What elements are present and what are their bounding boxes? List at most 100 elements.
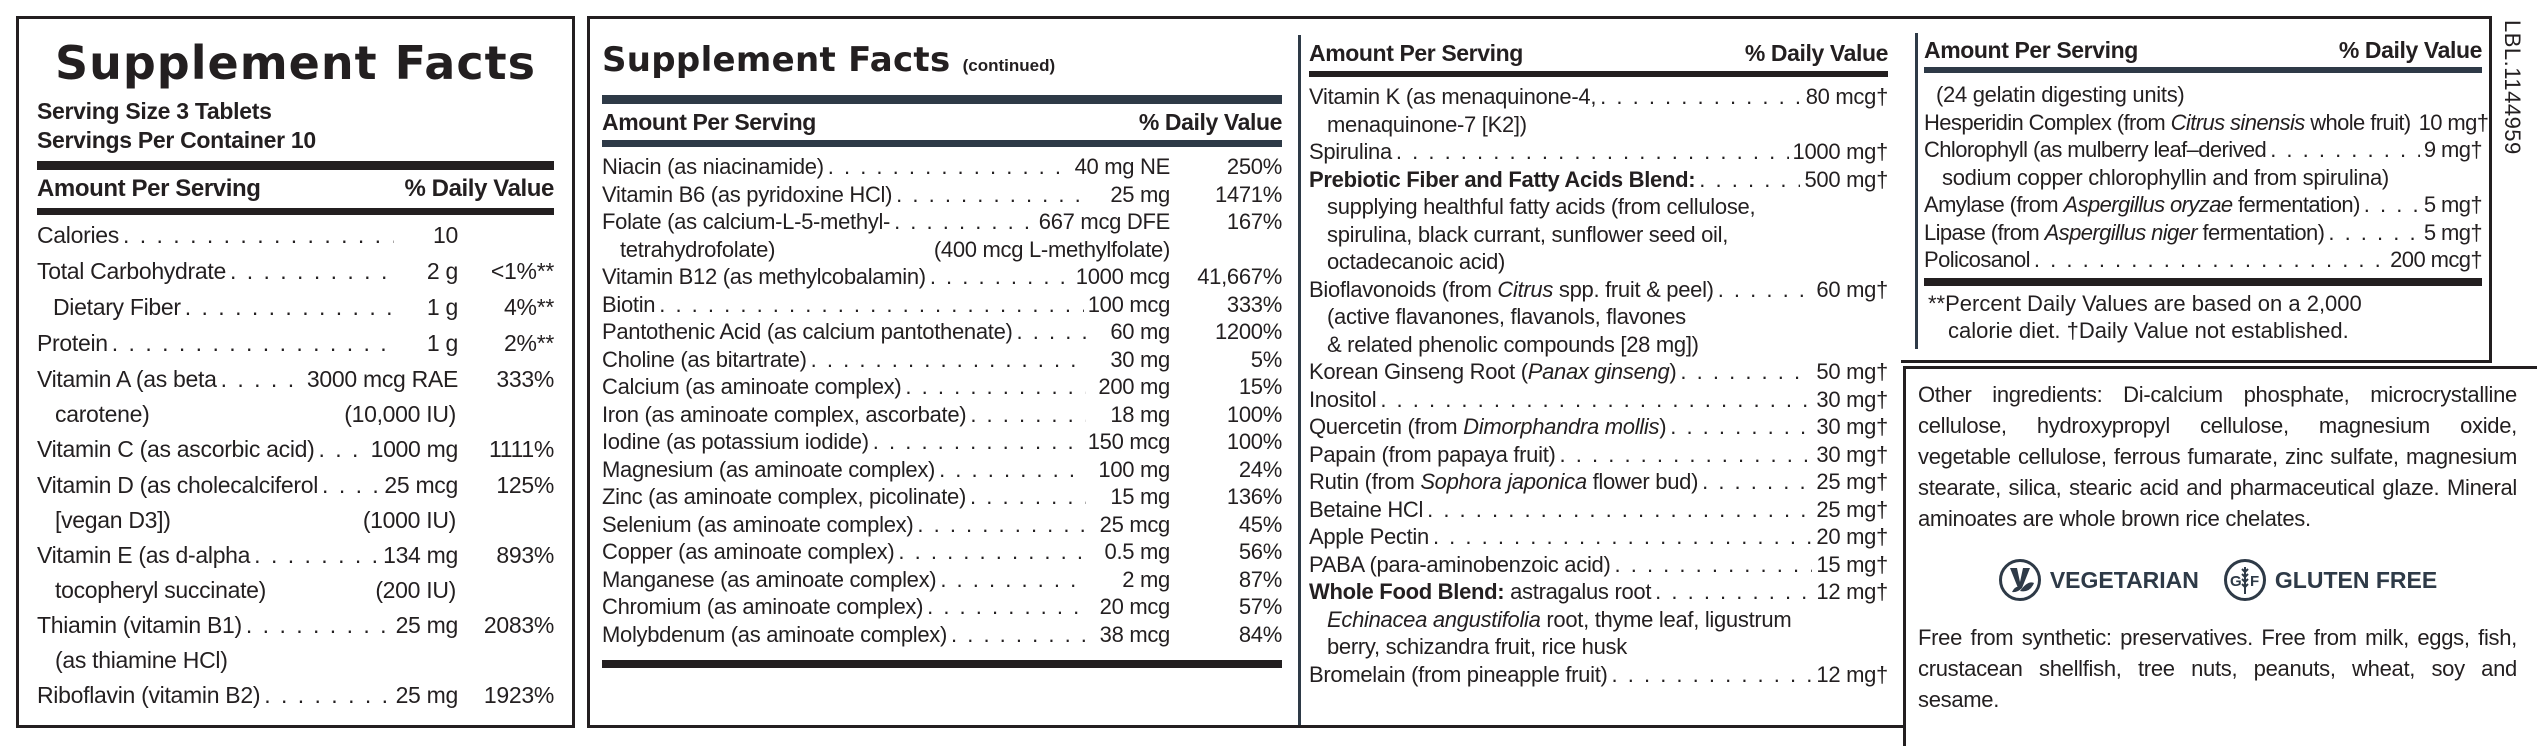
ingredient-name: Inositol — [1309, 386, 1377, 412]
daily-value: 2083% — [483, 612, 554, 638]
nutrient-list: Calories 10 Total Carbohydrate 2 g <1%** Diet… — [37, 217, 554, 713]
continued-label: (continued) — [962, 56, 1056, 75]
nutrient-name: Protein — [37, 330, 108, 356]
ingredient-name: Korean Ginseng Root (Panax ginseng) — [1309, 359, 1677, 384]
nutrient-name: Manganese (as aminoate complex) — [602, 566, 937, 592]
nutrient-amount: 60 mg — [1110, 319, 1170, 344]
leader-dots — [246, 607, 392, 643]
nutrient-row: Selenium (as aminoate complex) 25 mcg 45% — [602, 511, 1282, 539]
nutrient-row: Vitamin A (as beta 3000 mcg RAE 333% — [37, 361, 554, 397]
leader-dots — [2364, 191, 2420, 219]
ingredient-amount: 5 mg† — [2423, 192, 2483, 217]
nutrient-amount: 667 mcg DFE — [1038, 209, 1171, 234]
ingredient-subline: spirulina, black currant, sunflower seed… — [1327, 221, 1729, 247]
leader-dots — [905, 373, 1086, 401]
header-daily-value: % Daily Value — [404, 175, 554, 202]
ingredient-amount: 500 mg† — [1804, 166, 1888, 192]
daily-value: 250% — [1226, 154, 1282, 179]
leader-dots — [230, 253, 394, 289]
ingredient-name: Quercetin (from Dimorphandra mollis) — [1309, 414, 1667, 439]
nutrient-row: Biotin 100 mcg 333% — [602, 291, 1282, 319]
ingredient-name: Lipase (from Aspergillus niger fermentat… — [1924, 219, 2325, 245]
nutrient-amount: 40 mg NE — [1074, 154, 1171, 179]
ingredient-name: Vitamin K (as menaquinone-4, — [1309, 84, 1597, 109]
nutrient-amount: 100 mg — [1098, 456, 1170, 482]
nutrient-amount: 1 g — [426, 330, 458, 356]
leader-dots — [917, 511, 1086, 539]
nutrient-row: Vitamin B12 (as methylcobalamin) 1000 mcg… — [602, 263, 1282, 291]
daily-value: 1111% — [489, 436, 554, 462]
leader-dots — [940, 566, 1086, 594]
nutrient-row: Riboflavin (vitamin B2) 25 mg 1923% — [37, 677, 554, 713]
leader-dots — [898, 538, 1086, 566]
nutrient-amount: 25 mg — [395, 612, 459, 638]
nutrient-name: Niacin (as niacinamide) — [602, 154, 824, 179]
ingredient-row: Quercetin (from Dimorphandra mollis) 30 m… — [1309, 413, 1888, 441]
column-header: Amount Per Serving % Daily Value — [602, 109, 1282, 135]
panel-title: Supplement Facts — [55, 36, 536, 90]
nutrient-name: Choline (as bitartrate) — [602, 346, 807, 372]
daily-value: <1%** — [490, 258, 554, 284]
ingredient-row: Korean Ginseng Root (Panax ginseng) 50 mg… — [1309, 358, 1888, 386]
leader-dots — [2328, 219, 2419, 247]
nutrient-amount: 100 mcg — [1087, 291, 1171, 317]
nutrient-row: Calcium (as aminoate complex) 200 mg 15% — [602, 373, 1282, 401]
nutrient-row: Dietary Fiber 1 g 4%** — [37, 289, 554, 325]
nutrient-amount: 134 mg — [383, 542, 458, 568]
ingredient-amount: 30 mg† — [1816, 441, 1888, 467]
nutrient-amount: 25 mcg — [1099, 511, 1171, 537]
nutrient-amount: 15 mg — [1110, 484, 1170, 509]
nutrient-row: Vitamin D (as cholecalciferol 25 mcg 125% — [37, 467, 554, 503]
column-header: Amount Per Serving % Daily Value — [1924, 37, 2482, 63]
ingredient-row: Amylase (from Aspergillus oryzae ferment… — [1924, 191, 2483, 219]
svg-text:G: G — [2230, 573, 2242, 590]
ingredient-row: Apple Pectin 20 mg† — [1309, 523, 1888, 551]
nutrient-amount: 1 g — [426, 294, 458, 320]
ingredient-name: Hesperidin Complex (from Citrus sinensis… — [1924, 109, 2411, 135]
nutrient-amount: 0.5 mg — [1104, 539, 1171, 564]
leader-dots — [1427, 496, 1812, 524]
leader-dots — [322, 467, 380, 503]
leader-dots — [1380, 386, 1812, 414]
column-header: Amount Per Serving % Daily Value — [37, 170, 554, 208]
leader-dots — [1718, 276, 1813, 304]
column-blends: Amount Per Serving % Daily Value Vitamin… — [1298, 35, 1888, 725]
ingredient-amount: 200 mcg† — [2390, 247, 2482, 272]
ingredient-name: Prebiotic Fiber and Fatty Acids Blend: — [1309, 166, 1696, 192]
ingredient-amount: 12 mg† — [1816, 579, 1888, 604]
nutrient-list: Niacin (as niacinamide) 40 mg NE 250% Vitam… — [602, 153, 1282, 648]
nutrient-name: Vitamin D (as cholecalciferol — [37, 472, 319, 498]
other-ingredients-text: Other ingredients: Di-calcium phosphate,… — [1918, 382, 2517, 531]
vegetarian-badge: VEGETARIAN — [1998, 558, 2199, 602]
daily-value: 45% — [1238, 511, 1282, 537]
ingredient-subline: & related phenolic compounds [28 mg]) — [1327, 331, 1699, 357]
ingredient-row: Hesperidin Complex (from Citrus sinensis… — [1924, 109, 2489, 137]
nutrient-row: Choline (as bitartrate) 30 mg 5% — [602, 346, 1282, 374]
ingredient-subline: menaquinone-7 [K2]) — [1327, 111, 1527, 137]
nutrient-amount: 25 mg — [1110, 181, 1170, 207]
ingredient-row: Policosanol 200 mcg† — [1924, 246, 2483, 274]
nutrient-name: Folate (as calcium-L-5-methyl- — [602, 209, 891, 234]
daily-value: 100% — [1226, 401, 1282, 427]
daily-value: 87% — [1238, 566, 1282, 592]
nutrient-row: Total Carbohydrate 2 g <1%** — [37, 253, 554, 289]
divider — [37, 161, 554, 170]
daily-value: 1200% — [1214, 319, 1282, 344]
leader-dots — [939, 456, 1086, 484]
nutrient-row: Vitamin C (as ascorbic acid) 1000 mg 1111% — [37, 431, 554, 467]
nutrient-name: Vitamin E (as d-alpha — [37, 542, 251, 568]
badge-label: VEGETARIAN — [2049, 566, 2199, 593]
divider — [1924, 67, 2482, 73]
badge-label: GLUTEN FREE — [2274, 566, 2438, 593]
ingredient-row: Bromelain (from pineapple fruit) 12 mg† — [1309, 661, 1888, 689]
ingredient-row: Lipase (from Aspergillus niger fermentat… — [1924, 219, 2483, 247]
leader-dots — [254, 537, 379, 573]
nutrient-subline: carotene) (10,000 IU) — [55, 401, 456, 427]
ingredient-row: Chlorophyll (as mulberry leaf–derived 9 m… — [1924, 136, 2483, 164]
ingredient-row: Inositol 30 mg† — [1309, 386, 1888, 414]
nutrient-subline: tetrahydrofolate) (400 mcg L-methylfolate… — [620, 236, 1170, 262]
daily-value: 136% — [1226, 484, 1282, 509]
ingredient-name: Amylase (from Aspergillus oryzae ferment… — [1924, 192, 2360, 217]
leader-dots — [1615, 551, 1813, 579]
ingredient-name: Betaine HCl — [1309, 496, 1424, 522]
